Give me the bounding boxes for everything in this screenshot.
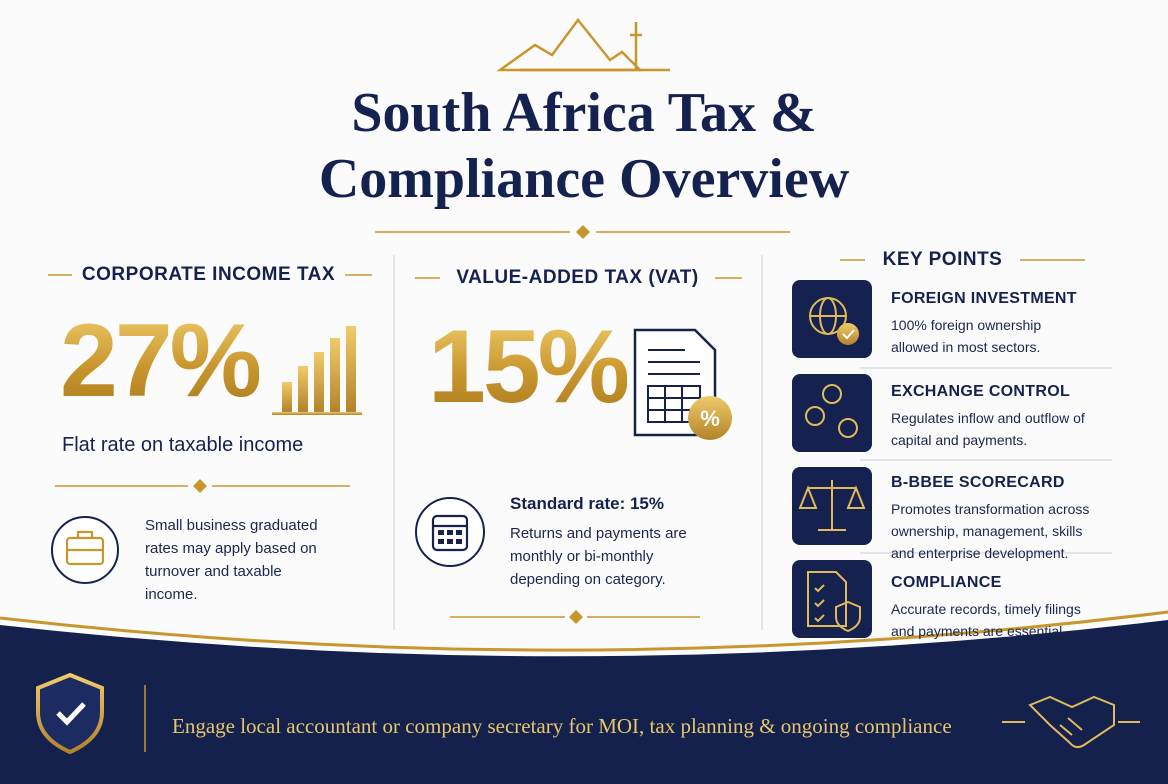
diamonds (193, 225, 590, 624)
document-icon: % (633, 328, 732, 440)
caption: Flat rate on taxable income (62, 434, 304, 456)
footer-text: Engage local accountant or company secre… (172, 714, 952, 738)
key-point-text: Accurate records, timely filings and pay… (891, 601, 1081, 639)
note: Small business graduated rates may apply… (145, 517, 318, 603)
key-point-text: Regulates inflow and outflow of capital … (891, 410, 1085, 448)
key-point-title: FOREIGN INVESTMENT (891, 290, 1077, 307)
key-point-title: EXCHANGE CONTROL (891, 383, 1071, 400)
key-icons (792, 280, 872, 638)
key-point-title: COMPLIANCE (891, 574, 1002, 591)
section-heading: KEY POINTS (882, 249, 1003, 270)
footer-curve (0, 610, 1168, 652)
section-heading: VALUE-ADDED TAX (VAT) (456, 267, 699, 288)
mountain-icon (496, 17, 670, 72)
column-separators (393, 255, 1112, 630)
standard-rate: Standard rate: 15% (510, 494, 664, 513)
key-point-text: 100% foreign ownership allowed in most s… (891, 317, 1042, 355)
key-point-text: Promotes transformation across ownership… (891, 501, 1090, 561)
footer-band (0, 620, 1168, 784)
handshake-icon (1002, 695, 1140, 749)
title-line: South Africa Tax & (351, 82, 817, 144)
title-line: Compliance Overview (318, 148, 850, 210)
shield-icon (36, 672, 104, 755)
rate: 15% (428, 309, 630, 425)
calendar-icon (415, 497, 485, 567)
rate: 27% (60, 303, 262, 419)
key-point-title: B-BBEE SCORECARD (891, 474, 1065, 491)
svg-text:%: % (700, 406, 720, 431)
note: Returns and payments are monthly or bi-m… (510, 525, 687, 588)
briefcase-icon (51, 516, 119, 584)
section-heading: CORPORATE INCOME TAX (81, 264, 336, 285)
bars-icon (272, 326, 362, 415)
dividers (48, 231, 1085, 618)
